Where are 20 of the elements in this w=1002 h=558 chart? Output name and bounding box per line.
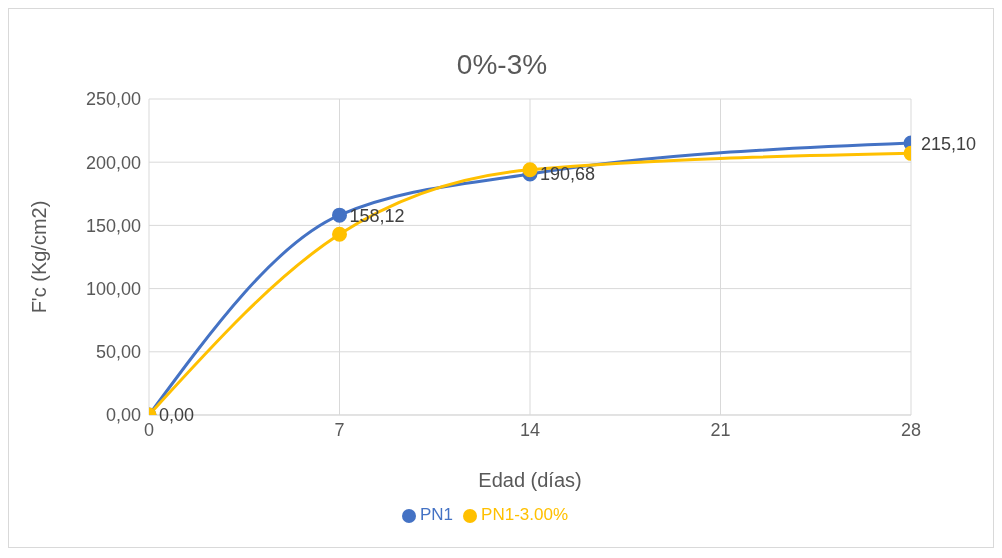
data-label: 0,00	[159, 405, 195, 426]
legend-label: PN1	[419, 505, 454, 524]
data-label: 215,10	[921, 133, 977, 154]
point	[332, 207, 347, 223]
x-axis-title: Edad (días)	[478, 469, 582, 491]
x-tick-label: 21	[710, 419, 731, 440]
y-tick-label: 100,00	[85, 278, 141, 299]
x-tick-label: 28	[900, 419, 922, 440]
x-tick-label: 7	[334, 419, 345, 440]
y-axis-title: F'c (Kg/cm2)	[28, 200, 51, 314]
y-tick-label: 0,00	[105, 405, 141, 426]
x-tick-label: 14	[519, 419, 541, 440]
y-tick-label: 50,00	[95, 342, 141, 363]
legend-label: PN1-3.00%	[481, 505, 568, 524]
data-label: 190,68	[540, 164, 596, 185]
y-tick-label: 150,00	[85, 215, 141, 236]
chart-title: 0%-3%	[455, 49, 549, 81]
x-tick-label: 0	[143, 419, 155, 440]
y-tick-label: 250,00	[85, 89, 141, 110]
y-tick-label: 200,00	[85, 152, 141, 173]
